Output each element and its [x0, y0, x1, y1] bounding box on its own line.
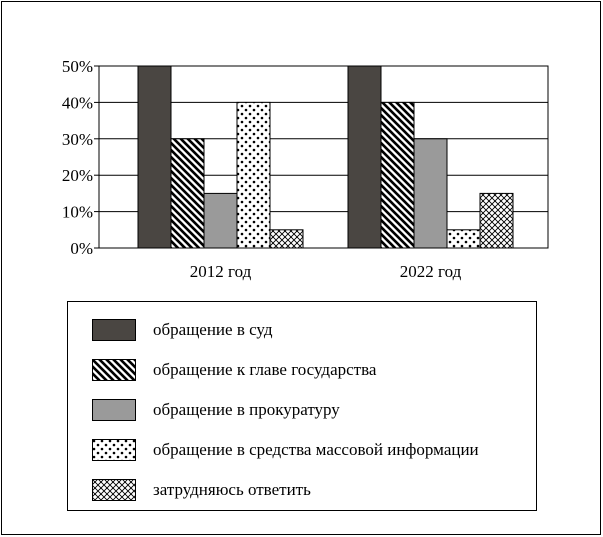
bar-1-4 — [236, 101, 271, 249]
plot-area-border — [98, 65, 549, 249]
y-tick-label: 20% — [62, 166, 93, 185]
legend: обращение в суд обращение к главе государ… — [67, 301, 537, 511]
x-category-label: 2022 год — [400, 262, 462, 281]
legend-label: затрудняюсь ответить — [153, 480, 311, 499]
bars — [137, 65, 514, 249]
bar-2-4 — [446, 229, 481, 249]
bar-1-5 — [269, 229, 304, 249]
bar-1-1 — [137, 65, 172, 249]
legend-label: обращение в средства массовой информации — [153, 440, 479, 459]
bar-2-2 — [380, 101, 415, 249]
legend-swatch — [92, 319, 136, 341]
y-tick-label: 50% — [62, 57, 93, 76]
bar-1-2 — [170, 138, 205, 249]
legend-swatch — [92, 399, 136, 421]
legend-label: обращение в суд — [153, 320, 273, 339]
bar-2-3 — [413, 138, 448, 249]
legend-swatch — [92, 359, 136, 381]
y-tick-label: 30% — [62, 130, 93, 149]
legend-label: обращение в прокуратуру — [153, 400, 340, 419]
x-axis-labels: 2012 год 2022 год — [190, 262, 462, 281]
x-category-label: 2012 год — [190, 262, 252, 281]
legend-swatch — [92, 439, 136, 461]
bar-1-3 — [203, 192, 238, 249]
y-axis-ticks: 0% 10% 20% 30% 40% 50% — [62, 57, 99, 258]
y-tick-label: 10% — [62, 203, 93, 222]
y-tick-label: 0% — [70, 239, 93, 258]
y-tick-label: 40% — [62, 93, 93, 112]
bar-2-1 — [347, 65, 382, 249]
legend-swatch — [92, 479, 136, 501]
bar-chart: 0% 10% 20% 30% 40% 50% 2012 год 2022 год — [62, 57, 549, 281]
legend-label: обращение к главе государства — [153, 360, 377, 379]
bar-2-5 — [479, 192, 514, 249]
